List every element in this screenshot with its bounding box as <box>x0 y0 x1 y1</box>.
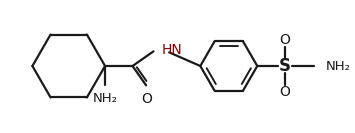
Text: O: O <box>279 34 290 47</box>
Text: NH₂: NH₂ <box>93 92 118 105</box>
Text: O: O <box>279 85 290 99</box>
Text: S: S <box>279 57 291 75</box>
Text: O: O <box>142 92 153 106</box>
Text: HN: HN <box>161 43 182 57</box>
Text: NH₂: NH₂ <box>326 59 351 72</box>
